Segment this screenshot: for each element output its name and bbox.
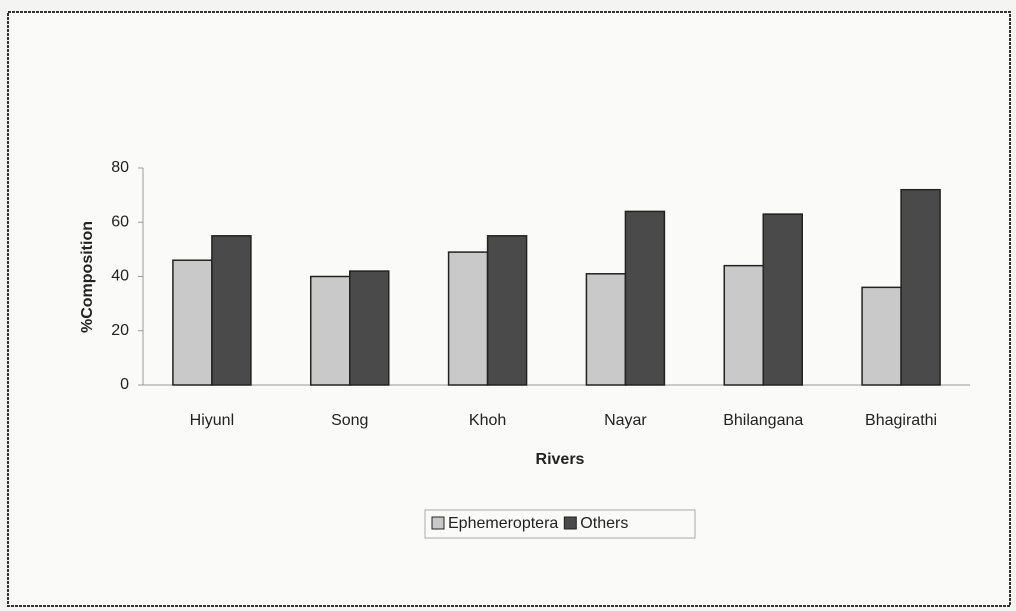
y-tick-label: 60	[111, 213, 129, 230]
x-axis-label: Rivers	[536, 451, 585, 468]
bar	[486, 235, 528, 386]
x-tick-label: Nayar	[604, 412, 647, 429]
bar	[310, 275, 351, 386]
bar	[624, 210, 666, 386]
bar	[172, 259, 213, 386]
bar	[762, 213, 803, 386]
x-tick-label: Song	[331, 412, 368, 429]
legend-box	[424, 509, 696, 539]
legend-swatch	[431, 516, 445, 530]
legend-swatch	[563, 516, 577, 530]
y-tick-label: 40	[111, 268, 129, 285]
y-tick-label: 20	[111, 322, 129, 339]
x-tick-label: Khoh	[469, 412, 506, 429]
y-tick-label: 80	[111, 159, 129, 176]
y-axis-label: %Composition	[79, 221, 96, 333]
legend-label: Others	[580, 515, 628, 532]
x-tick-label: Hiyunl	[190, 412, 234, 429]
x-tick-label: Bhagirathi	[865, 412, 937, 429]
legend-label: Ephemeroptera	[448, 515, 558, 532]
x-tick-label: Bhilangana	[723, 412, 803, 429]
y-tick-label: 0	[120, 376, 129, 393]
bar	[723, 264, 764, 386]
bar	[900, 188, 941, 386]
bar	[349, 270, 390, 386]
bar	[447, 251, 489, 386]
bar	[861, 286, 902, 386]
bar	[585, 273, 627, 386]
bar	[211, 235, 252, 386]
